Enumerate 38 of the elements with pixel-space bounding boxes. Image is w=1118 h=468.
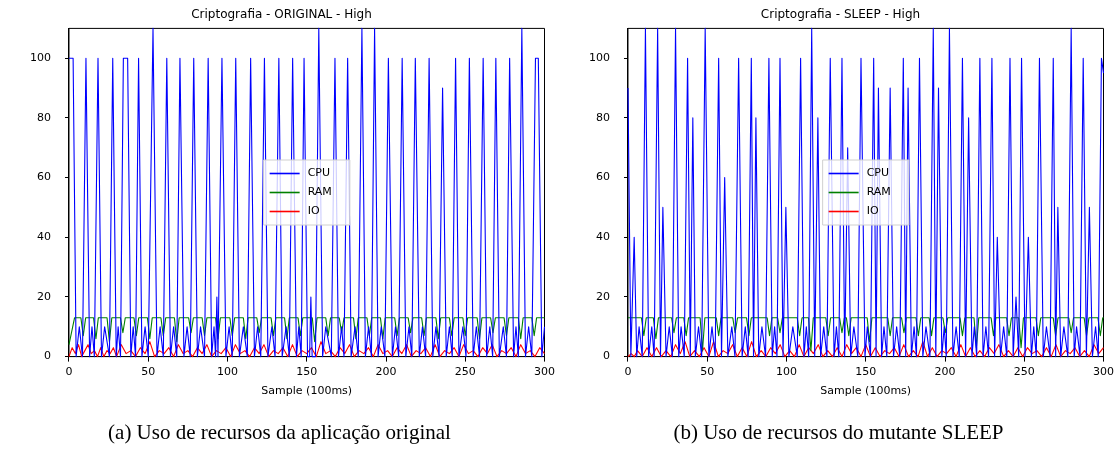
y-tick-label: 60 — [596, 170, 610, 184]
x-tick-label: 0 — [624, 365, 632, 379]
y-tick-label: 0 — [44, 349, 51, 363]
legend-label: RAM — [307, 185, 332, 199]
x-tick-label: 250 — [454, 365, 476, 379]
y-tick-label: 0 — [603, 349, 610, 363]
x-tick-label: 150 — [296, 365, 318, 379]
y-tick-label: 20 — [596, 289, 610, 303]
y-tick-label: 80 — [596, 110, 610, 124]
x-axis-title: Sample (100ms) — [261, 384, 353, 398]
legend-label: CPU — [307, 166, 331, 180]
y-tick-label: 100 — [30, 51, 51, 65]
y-tick-label: 100 — [589, 51, 610, 65]
y-tick-label: 80 — [37, 110, 51, 124]
x-tick-label: 300 — [534, 365, 555, 379]
x-tick-label: 50 — [141, 365, 156, 379]
x-tick-label: 300 — [1093, 365, 1114, 379]
legend-label: IO — [307, 204, 320, 218]
x-tick-label: 200 — [375, 365, 397, 379]
y-tick-label: 40 — [596, 230, 610, 244]
x-tick-label: 100 — [217, 365, 238, 379]
text: (b) Uso de recursos do mutante SLEEP — [672, 420, 1005, 445]
x-axis-title: Sample (100ms) — [820, 384, 912, 398]
chart-title: Criptografia - ORIGINAL - High — [191, 7, 372, 22]
legend-label: IO — [866, 204, 879, 218]
x-tick-label: 50 — [700, 365, 715, 379]
y-tick-label: 20 — [37, 289, 51, 303]
chart-title: Criptografia - SLEEP - High — [760, 7, 921, 22]
y-tick-label: 60 — [37, 170, 51, 184]
x-tick-label: 250 — [1013, 365, 1035, 379]
y-tick-label: 40 — [37, 230, 51, 244]
x-tick-label: 150 — [855, 365, 877, 379]
legend-label: RAM — [866, 185, 891, 199]
x-tick-label: 200 — [934, 365, 956, 379]
x-tick-label: 0 — [65, 365, 73, 379]
legend-label: CPU — [866, 166, 890, 180]
x-tick-label: 100 — [776, 365, 797, 379]
text: (a) Uso de recursos da aplicação original — [107, 420, 452, 445]
